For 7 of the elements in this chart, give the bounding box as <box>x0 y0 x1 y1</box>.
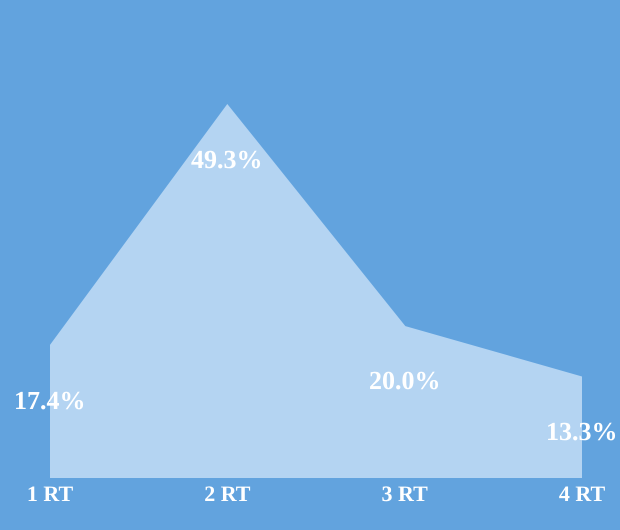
data-label: 17.4% <box>14 386 86 415</box>
x-tick-label: 1 RT <box>26 481 74 506</box>
x-tick-label: 2 RT <box>204 481 251 506</box>
x-tick-label: 3 RT <box>382 481 428 506</box>
x-tick-label: 4 RT <box>558 481 606 506</box>
data-label: 20.0% <box>369 366 440 395</box>
data-label: 49.3% <box>191 145 262 174</box>
